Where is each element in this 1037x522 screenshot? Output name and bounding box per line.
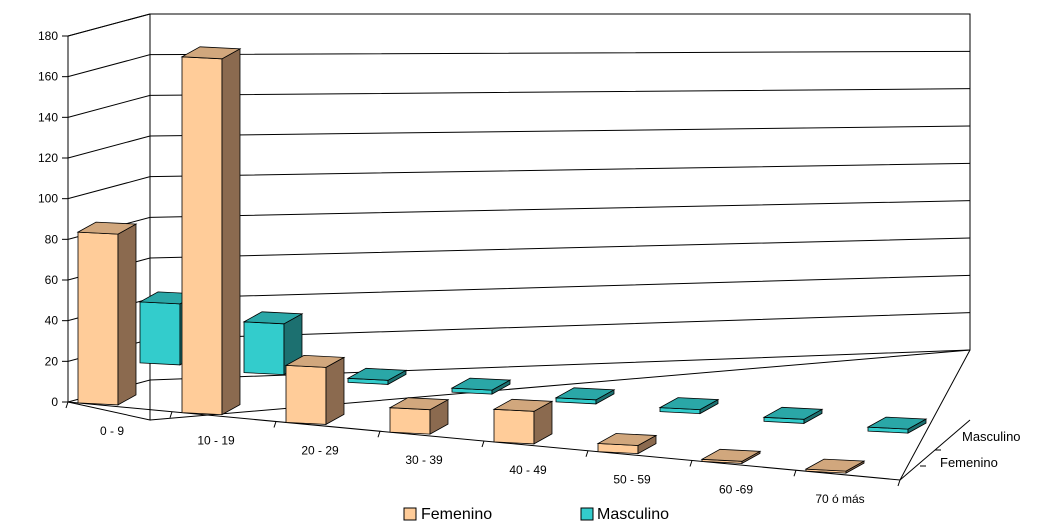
bar-femenino-1: [76, 221, 138, 406]
x-tick-mark: [689, 460, 693, 467]
bar-front: [493, 408, 535, 445]
x-tick-label: 50 - 59: [613, 473, 651, 487]
bar-masculino-7: [762, 406, 824, 425]
legend-swatch-femenino: [403, 507, 417, 521]
depth-label: Masculino: [962, 429, 1021, 444]
bar-femenino-2: [180, 46, 242, 416]
bar-front: [181, 56, 223, 416]
gridline: [67, 125, 971, 159]
y-tick-label: 180: [38, 29, 58, 43]
x-tick-label: 0 - 9: [100, 424, 124, 438]
x-tick-label: 20 - 29: [301, 443, 339, 457]
depth-axis-labels: Masculino Femenino: [940, 429, 1021, 470]
bar-front: [139, 301, 181, 366]
bar-side: [117, 223, 137, 406]
bar-top: [76, 221, 138, 235]
x-tick-mark: [585, 450, 589, 457]
bar-masculino-5: [554, 387, 616, 405]
chart-axes: [899, 419, 971, 481]
x-tick-mark: [481, 440, 485, 448]
bar-front: [77, 231, 119, 406]
bar-side: [221, 48, 241, 416]
depth-label: Femenino: [940, 455, 998, 470]
y-tick-label: 20: [45, 354, 59, 368]
x-axis-ticks: 0 - 9 10 - 19 20 - 29 30 - 39 40 - 49 50 - 59…: [65, 401, 901, 506]
x-tick-mark: [793, 470, 797, 477]
gridline: [67, 162, 971, 200]
x-tick-label: 40 - 49: [509, 463, 547, 477]
bar-top: [180, 46, 242, 60]
bar-top: [762, 406, 824, 420]
bar-masculino-4: [450, 377, 512, 395]
bar-top: [804, 458, 866, 472]
bar-front: [285, 364, 327, 425]
x-tick-label: 30 - 39: [405, 453, 443, 467]
bar-femenino-6: [596, 433, 658, 455]
bar-top: [346, 367, 408, 381]
bar-top: [450, 377, 512, 391]
gridline: [67, 88, 971, 118]
bar-femenino-4: [388, 397, 450, 435]
bars: [76, 46, 928, 474]
gridline: [67, 13, 970, 37]
legend-swatch-masculino: [580, 507, 594, 521]
y-tick-label: 140: [38, 110, 58, 124]
x-tick-mark: [65, 401, 69, 409]
bar-masculino-6: [658, 397, 720, 415]
bar-masculino-3: [346, 367, 408, 386]
bar-femenino-3: [284, 354, 346, 426]
bar-top: [700, 448, 762, 462]
x-tick-label: 60 -69: [719, 482, 753, 496]
x-tick-mark: [897, 479, 901, 487]
bar-masculino-8: [866, 416, 928, 434]
y-tick-label: 0: [51, 395, 58, 409]
x-tick-mark: [169, 411, 173, 418]
y-tick-label: 80: [45, 232, 59, 246]
y-tick-label: 160: [38, 70, 58, 84]
bar-femenino-7: [700, 448, 762, 465]
bar-top: [284, 354, 346, 368]
bar-top: [492, 398, 554, 412]
bar-femenino-8: [804, 458, 866, 474]
bar-side: [325, 356, 345, 426]
x-tick-label: 70 ó más: [815, 492, 864, 506]
bar-top: [658, 397, 720, 411]
bar-front: [243, 321, 285, 376]
y-tick-label: 100: [38, 192, 58, 206]
x-tick-label: 10 - 19: [197, 434, 235, 448]
bar-femenino-5: [492, 398, 554, 445]
y-tick-label: 120: [38, 151, 58, 165]
gridline: [67, 50, 971, 78]
y-tick-label: 60: [45, 273, 59, 287]
x-tick-mark: [273, 421, 277, 428]
bar-top: [554, 387, 616, 401]
y-tick-label: 40: [45, 314, 59, 328]
bar-top: [866, 416, 928, 430]
legend-label-masculino: Masculino: [597, 506, 669, 522]
legend: Femenino Masculino: [403, 506, 669, 522]
bar-top: [596, 433, 658, 446]
bar-front: [389, 407, 431, 435]
x-tick-mark: [377, 431, 381, 438]
bar-top: [242, 311, 304, 325]
bar-top: [388, 397, 450, 411]
y-axis-ticks: 0 20 40 60 80 100 120 140 160 180: [38, 29, 68, 409]
legend-label-femenino: Femenino: [421, 506, 492, 522]
